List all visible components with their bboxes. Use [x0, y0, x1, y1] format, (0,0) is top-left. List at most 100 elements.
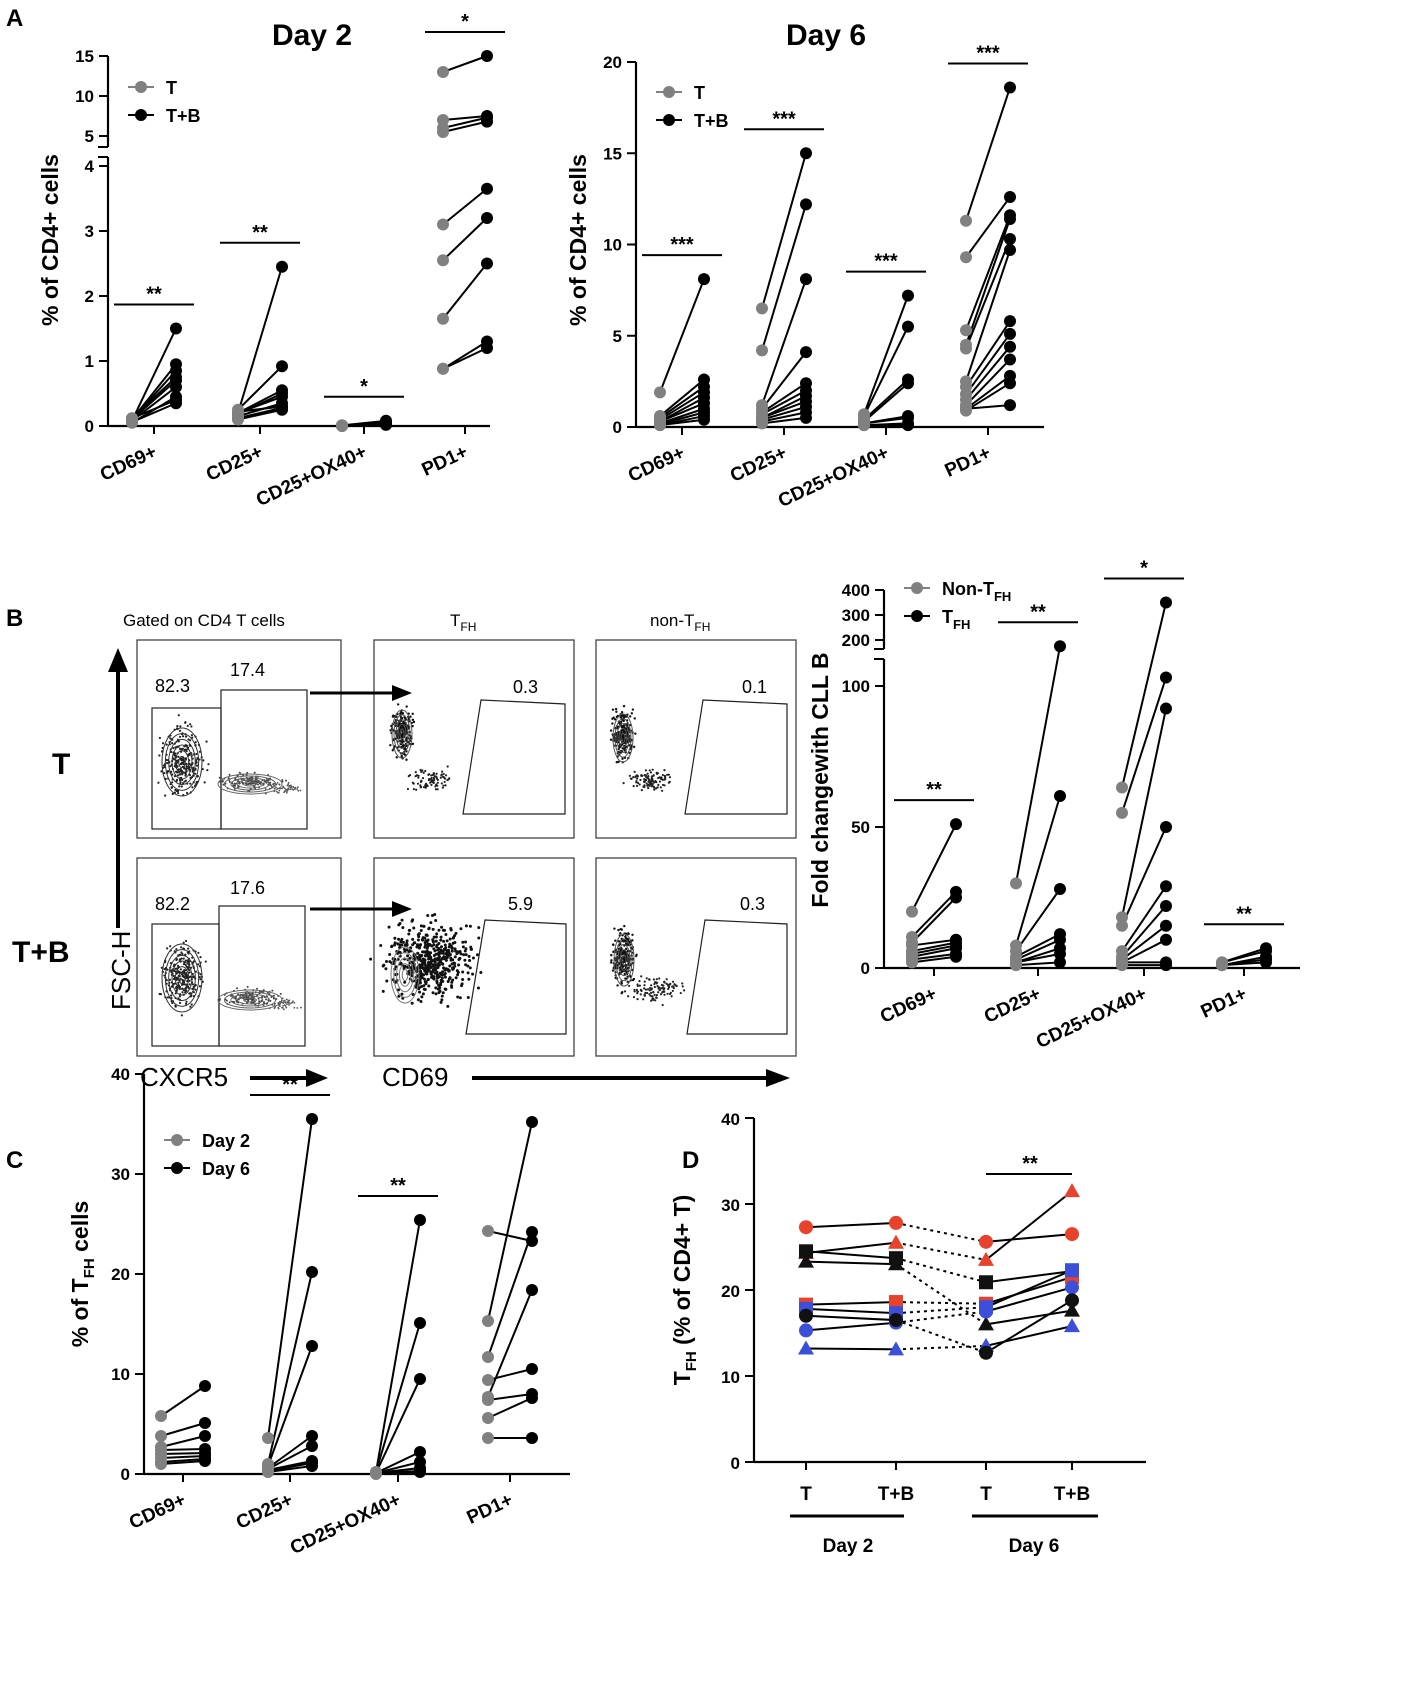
flow-event: [681, 985, 684, 988]
chart-day2: Day 2 % of CD4+ cells 0 1 2 3 4 5 10 15 CD69+ CD25+…: [37, 11, 505, 511]
series-line: [805, 1321, 897, 1332]
point-after: [414, 1373, 426, 1385]
flow-event: [416, 943, 420, 947]
flow-event: [166, 761, 169, 765]
flow-event: [647, 774, 650, 778]
flow-event: [620, 947, 623, 951]
flow-event: [402, 947, 406, 951]
pair-line: [487, 1230, 533, 1242]
flow-event: [643, 987, 646, 990]
flow-event: [420, 995, 424, 999]
flow-event: [622, 957, 625, 961]
pair-line: [442, 262, 488, 320]
legend-marker: [171, 1162, 183, 1174]
point-before: [1116, 919, 1128, 932]
significance-label: **: [1236, 903, 1252, 925]
flow-event: [411, 937, 415, 941]
flow-event: [419, 969, 423, 973]
flow-event: [402, 940, 406, 944]
flow-event: [278, 787, 281, 790]
point-after: [276, 401, 288, 414]
flow-event: [467, 977, 471, 981]
flow-event: [469, 945, 473, 949]
point-after: [1054, 640, 1066, 653]
x-tick-label: PD1+: [419, 441, 471, 480]
point-after: [526, 1235, 538, 1247]
flow-event: [461, 940, 465, 944]
flow-event: [185, 989, 188, 992]
flow-event: [296, 788, 299, 790]
flow-event: [450, 949, 454, 953]
point-before: [1116, 959, 1128, 972]
flow-event: [467, 954, 471, 958]
flow-event: [648, 993, 651, 996]
flow-event: [615, 761, 618, 764]
point-after: [170, 381, 182, 393]
marker-circle: [979, 1304, 993, 1319]
flow-event: [643, 980, 646, 983]
point-before: [482, 1374, 494, 1386]
flow-event: [643, 785, 646, 789]
flow-event: [430, 783, 433, 786]
flow-event: [468, 966, 472, 970]
pair-line: [761, 278, 807, 406]
point-after: [800, 198, 812, 211]
flow-event: [631, 708, 635, 711]
pair-line: [1121, 826, 1167, 927]
contour: [401, 968, 409, 982]
flow-event: [448, 964, 452, 968]
pair-line: [659, 402, 705, 423]
point-after: [526, 1226, 538, 1238]
legend-marker: [135, 81, 147, 93]
flow-event: [448, 942, 452, 946]
point-after: [1054, 933, 1066, 946]
flow-event: [609, 738, 613, 741]
y-tick-label: 0: [861, 959, 870, 978]
flow-event: [188, 983, 191, 986]
point-after: [1160, 933, 1172, 946]
flow-event: [171, 773, 174, 776]
y-tick-label: 4: [85, 157, 95, 176]
pair-line: [911, 955, 957, 964]
contour: [612, 713, 634, 763]
significance-label: **: [252, 222, 268, 244]
flow-event: [181, 735, 185, 738]
x-tick-label: CD25+OX40+: [287, 1489, 404, 1558]
flow-event: [464, 924, 468, 928]
point-after: [306, 1440, 318, 1452]
pair-line: [267, 1345, 313, 1467]
axis-break-gap: [100, 147, 116, 157]
flow-event: [192, 991, 195, 994]
y-tick-label: 3: [85, 222, 94, 241]
flow-event: [274, 1002, 276, 1005]
flow-event: [275, 790, 278, 793]
flow-event: [636, 781, 640, 785]
flow-event: [435, 943, 439, 947]
flow-event: [414, 771, 417, 774]
flow-event: [630, 777, 633, 780]
flow-event: [456, 995, 460, 999]
flow-event: [655, 771, 658, 775]
y-axis-title: % of CD4+ cells: [565, 154, 591, 326]
flow-event: [422, 973, 426, 977]
pair-line: [375, 1471, 421, 1475]
pair-line: [965, 404, 1011, 410]
flow-event: [185, 791, 189, 795]
marker-triangle: [1064, 1302, 1080, 1317]
pair-line: [659, 391, 705, 421]
flow-event: [632, 776, 635, 779]
flow-event: [658, 988, 662, 992]
flow-event: [178, 773, 182, 776]
flow-event: [441, 928, 445, 932]
pair-line: [911, 944, 957, 955]
flow-event: [638, 984, 641, 987]
flow-event: [651, 997, 654, 1000]
flow-event: [437, 975, 441, 979]
flow-event: [194, 741, 197, 744]
marker-circle: [1065, 1293, 1079, 1308]
flow-event: [454, 931, 458, 935]
flow-event: [186, 724, 189, 727]
flow-event: [218, 776, 221, 779]
condition-label-t: T: [52, 748, 70, 781]
flow-event: [290, 786, 292, 789]
